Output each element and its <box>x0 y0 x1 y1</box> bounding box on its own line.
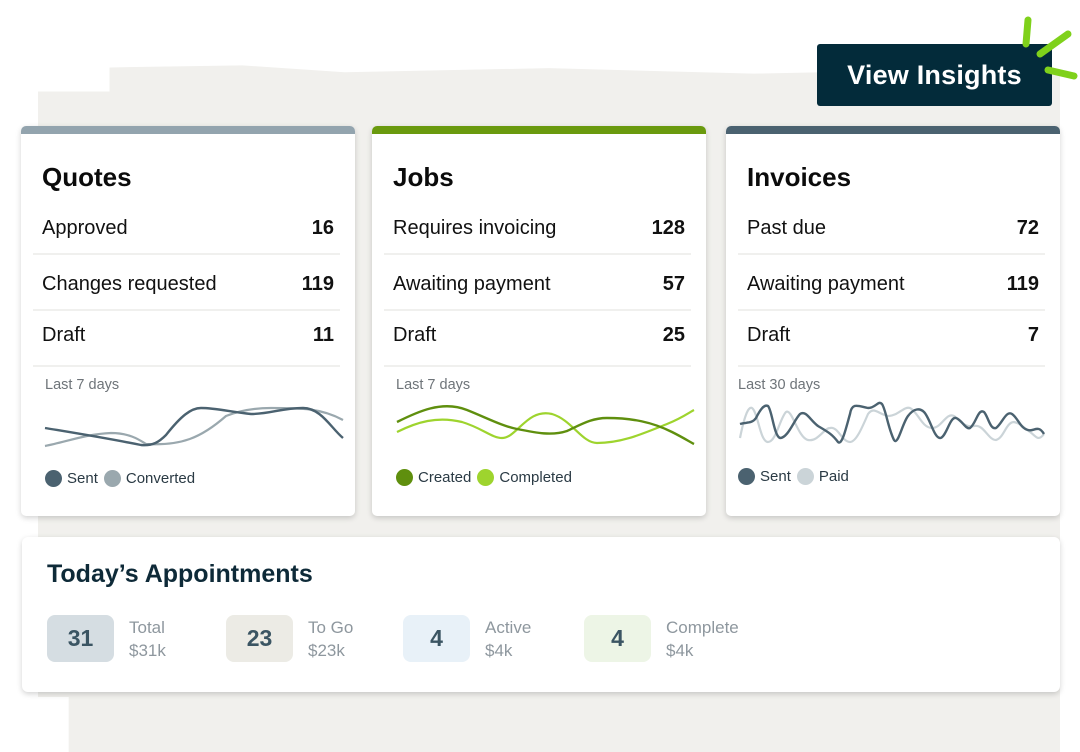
row-value: 25 <box>662 323 685 346</box>
stat-amount: $31k <box>129 640 166 660</box>
legend-label: Paid <box>818 468 849 485</box>
quotes-row-draft[interactable]: Draft 11 <box>36 309 340 361</box>
legend-label: Sent <box>760 468 791 485</box>
row-label: Awaiting payment <box>393 272 551 295</box>
legend-item-sent: Sent <box>45 470 98 487</box>
appointments-stat-to-go[interactable]: 23 To Go $23k <box>226 615 353 662</box>
chart-period-label: Last 7 days <box>45 377 120 393</box>
legend-dot <box>477 469 495 486</box>
jobs-card[interactable]: Jobs Requires invoicing 128 Awaiting pay… <box>372 126 706 516</box>
row-value: 72 <box>1016 216 1039 239</box>
row-label: Changes requested <box>42 272 217 295</box>
legend-dot <box>103 470 121 487</box>
quotes-row-approved[interactable]: Approved 16 <box>36 202 340 254</box>
legend-label: Created <box>418 469 472 486</box>
card-accent-bar <box>726 126 1060 134</box>
row-label: Draft <box>747 323 791 346</box>
legend-label: Sent <box>67 470 98 487</box>
row-value: 128 <box>651 216 685 239</box>
stat-count: 4 <box>403 615 470 662</box>
card-title: Jobs <box>393 162 454 192</box>
todays-appointments-panel: Today’s Appointments 31 Total $31k 23 To… <box>22 537 1060 692</box>
chart-period-label: Last 30 days <box>738 377 821 393</box>
row-label: Approved <box>42 216 128 239</box>
divider <box>738 309 1045 311</box>
divider <box>33 309 340 311</box>
stat-count: 23 <box>226 615 293 662</box>
row-label: Awaiting payment <box>747 272 905 295</box>
invoices-row-past-due[interactable]: Past due 72 <box>741 202 1045 254</box>
legend-item-completed: Completed <box>477 469 572 486</box>
card-title: Quotes <box>42 162 132 192</box>
row-value: 16 <box>311 216 334 239</box>
stat-count: 4 <box>584 615 651 662</box>
chart-legend: Created Completed <box>396 469 578 486</box>
appointments-stat-complete[interactable]: 4 Complete $4k <box>584 615 739 662</box>
stat-amount: $4k <box>666 640 694 660</box>
legend-dot <box>396 469 413 486</box>
row-label: Draft <box>42 323 86 346</box>
divider <box>384 309 691 311</box>
card-accent-bar <box>21 126 355 134</box>
row-label: Requires invoicing <box>393 216 557 239</box>
quotes-sparkline-chart <box>44 406 344 448</box>
stat-label: To Go <box>308 617 354 637</box>
divider <box>384 365 691 367</box>
appointments-stat-active[interactable]: 4 Active $4k <box>403 615 531 662</box>
jobs-sparkline-chart <box>396 405 695 446</box>
quotes-card[interactable]: Quotes Approved 16 Changes requested 119… <box>21 126 355 516</box>
view-insights-button[interactable]: View Insights <box>817 44 1052 106</box>
invoices-card[interactable]: Invoices Past due 72 Awaiting payment 11… <box>726 126 1060 516</box>
divider <box>384 253 691 255</box>
divider <box>738 253 1045 255</box>
row-value: 11 <box>312 323 334 346</box>
row-value: 7 <box>1027 323 1039 346</box>
divider <box>33 365 340 367</box>
quotes-row-changes-requested[interactable]: Changes requested 119 <box>36 258 340 310</box>
jobs-row-requires-invoicing[interactable]: Requires invoicing 128 <box>387 202 691 254</box>
stat-label: Complete <box>666 617 739 637</box>
chart-legend: Sent Converted <box>45 470 201 487</box>
legend-dot <box>45 470 62 487</box>
divider <box>33 253 340 255</box>
legend-label: Completed <box>499 469 572 486</box>
jobs-row-awaiting-payment[interactable]: Awaiting payment 57 <box>387 258 691 310</box>
row-value: 57 <box>662 272 685 295</box>
card-title: Invoices <box>747 162 852 192</box>
row-value: 119 <box>301 272 334 295</box>
invoices-row-draft[interactable]: Draft 7 <box>741 309 1045 361</box>
card-accent-bar <box>372 126 706 134</box>
appointments-stat-total[interactable]: 31 Total $31k <box>47 615 166 662</box>
stat-label: Total <box>129 617 165 637</box>
row-label: Past due <box>747 216 826 239</box>
jobs-row-draft[interactable]: Draft 25 <box>387 309 691 361</box>
invoices-sparkline-chart <box>738 401 1046 444</box>
stat-label: Active <box>485 617 532 637</box>
legend-item-sent: Sent <box>738 468 791 485</box>
legend-item-paid: Paid <box>796 468 849 485</box>
stat-count: 31 <box>47 615 114 662</box>
legend-item-created: Created <box>396 469 471 486</box>
divider <box>738 365 1045 367</box>
stat-amount: $23k <box>308 640 345 660</box>
sparkle-icon <box>1022 16 1078 80</box>
legend-item-converted: Converted <box>103 470 196 487</box>
stat-amount: $4k <box>485 640 513 660</box>
legend-dot <box>796 468 814 485</box>
appointments-title: Today’s Appointments <box>47 560 313 588</box>
invoices-row-awaiting-payment[interactable]: Awaiting payment 119 <box>741 258 1045 310</box>
chart-legend: Sent Paid <box>738 468 855 485</box>
legend-label: Converted <box>125 470 196 487</box>
legend-dot <box>738 468 755 485</box>
row-label: Draft <box>393 323 437 346</box>
row-value: 119 <box>1006 272 1039 295</box>
chart-period-label: Last 7 days <box>396 377 471 393</box>
